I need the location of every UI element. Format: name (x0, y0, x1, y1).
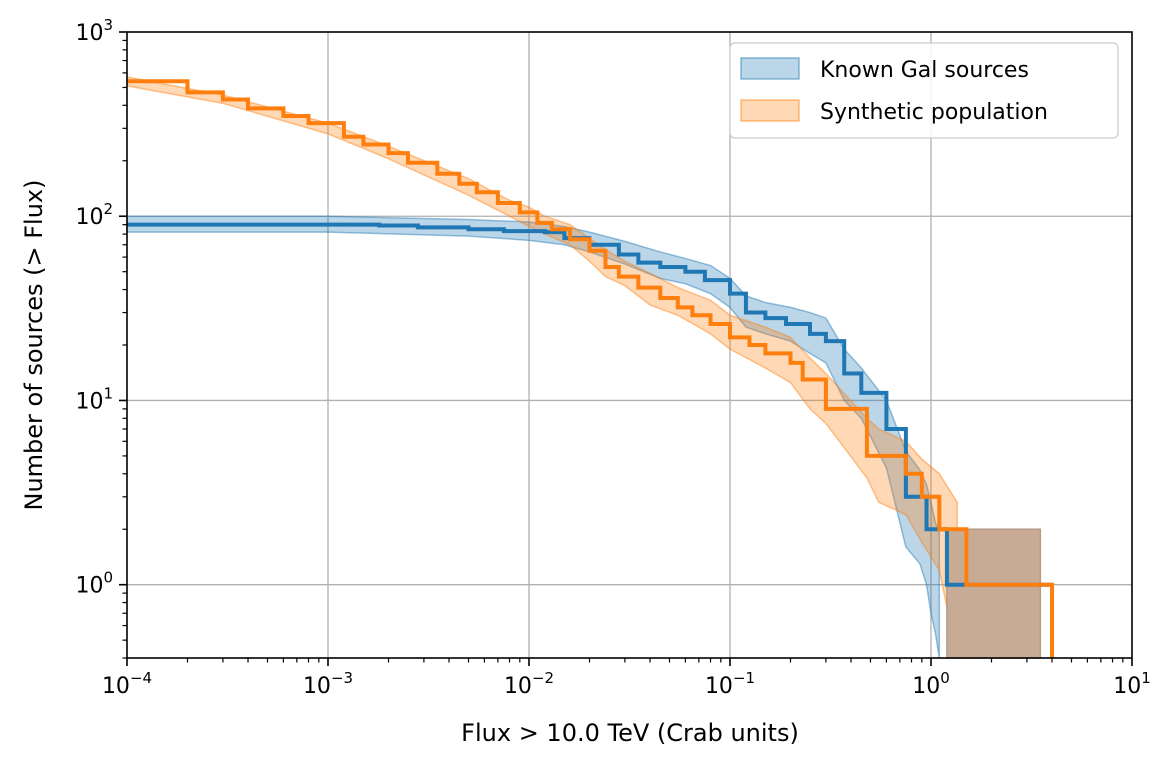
axis-ticks: 10−4 10−3 10−2 10−1 100 101 100 101 102 103 (75, 16, 1150, 699)
x-tick-label: 101 (1113, 669, 1151, 699)
y-tick-label: 103 (75, 16, 113, 46)
x-tick-label: 10−3 (303, 669, 353, 699)
series-line-synthetic-population (127, 79, 1055, 658)
uncertainty-bands (126, 76, 1042, 659)
x-tick-label: 10−4 (102, 669, 152, 699)
legend-swatch-synthetic (740, 99, 800, 122)
x-tick-label: 10−1 (705, 669, 755, 699)
legend-swatch-known (740, 57, 800, 80)
y-tick-label: 102 (75, 200, 113, 230)
series-lines (127, 79, 1055, 658)
y-tick-label: 100 (75, 569, 113, 599)
band-overlap-region (946, 528, 1042, 659)
legend: Known Gal sources Synthetic population (729, 42, 1119, 139)
y-axis-label: Number of sources (> Flux) (20, 180, 48, 511)
legend-label-known: Known Gal sources (820, 58, 1029, 83)
x-tick-label: 10−2 (504, 669, 554, 699)
legend-label-synthetic: Synthetic population (820, 100, 1048, 125)
y-tick-label: 101 (75, 384, 113, 414)
x-axis-label: Flux > 10.0 TeV (Crab units) (461, 719, 799, 747)
series-line-known-gal-sources (127, 222, 1053, 587)
x-tick-label: 100 (912, 669, 950, 699)
legend-box (729, 42, 1119, 139)
